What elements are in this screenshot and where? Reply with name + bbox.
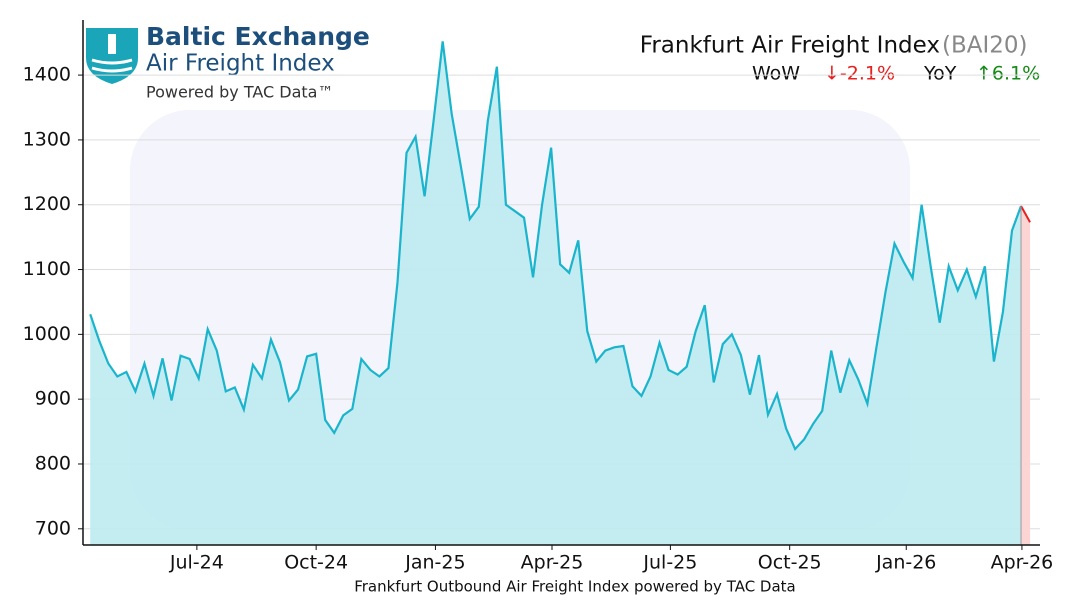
title-code: (BAI20): [942, 33, 1028, 59]
y-tick-label: 1300: [23, 128, 71, 150]
chart-title: Frankfurt Air Freight Index: [640, 33, 940, 59]
x-tick-label: Oct-24: [284, 552, 348, 574]
y-tick-label: 1100: [23, 258, 71, 280]
y-tick-label: 700: [35, 517, 71, 539]
y-tick-label: 900: [35, 388, 71, 410]
wow-label: WoW: [752, 63, 800, 85]
x-tick-label: Jul-24: [169, 552, 224, 574]
brand: Baltic Exchange: [146, 22, 370, 51]
last-line: [1020, 205, 1031, 223]
y-tick-label: 1000: [23, 323, 71, 345]
x-tick-label: Apr-26: [991, 552, 1054, 574]
line: [89, 41, 1023, 452]
y-tick-label: 1400: [23, 64, 71, 86]
x-tick-label: Jul-25: [642, 552, 697, 574]
wow-change: ↓-2.1%: [824, 63, 895, 85]
x-axis-title: Frankfurt Outbound Air Freight Index pow…: [354, 578, 796, 596]
area-fill: [90, 41, 1022, 546]
logo: [86, 28, 138, 84]
x-tick-label: Jan-25: [404, 552, 465, 574]
yoy-change: ↑6.1%: [976, 63, 1040, 85]
last-area-fill: [1021, 206, 1031, 545]
y-tick-label: 1200: [23, 193, 71, 215]
yoy-label: YoY: [923, 63, 957, 85]
y-tick-label: 800: [35, 452, 71, 474]
x-tick-label: Oct-25: [758, 552, 822, 574]
x-tick-label: Apr-25: [521, 552, 584, 574]
powered-by: Powered by TAC Data™: [146, 83, 333, 102]
product: Air Freight Index: [146, 51, 335, 77]
x-tick-label: Jan-26: [875, 552, 936, 574]
